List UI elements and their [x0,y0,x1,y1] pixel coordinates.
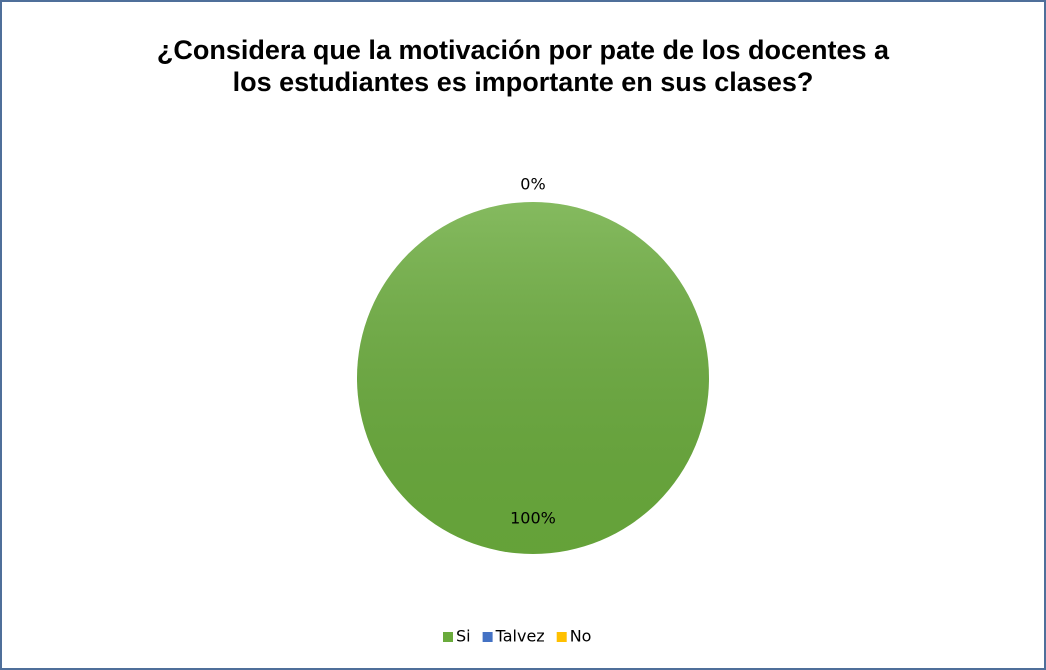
data-label: 100% [510,508,556,527]
legend-label: Si [456,627,471,646]
legend-label: Talvez [495,627,545,646]
legend-swatch [443,632,453,642]
legend-swatch [556,632,567,642]
legend-swatch [482,632,493,642]
data-label: 0% [520,175,545,194]
chart-title: ¿Considera que la motivación por pate de… [156,35,890,97]
legend-label: No [570,627,592,646]
